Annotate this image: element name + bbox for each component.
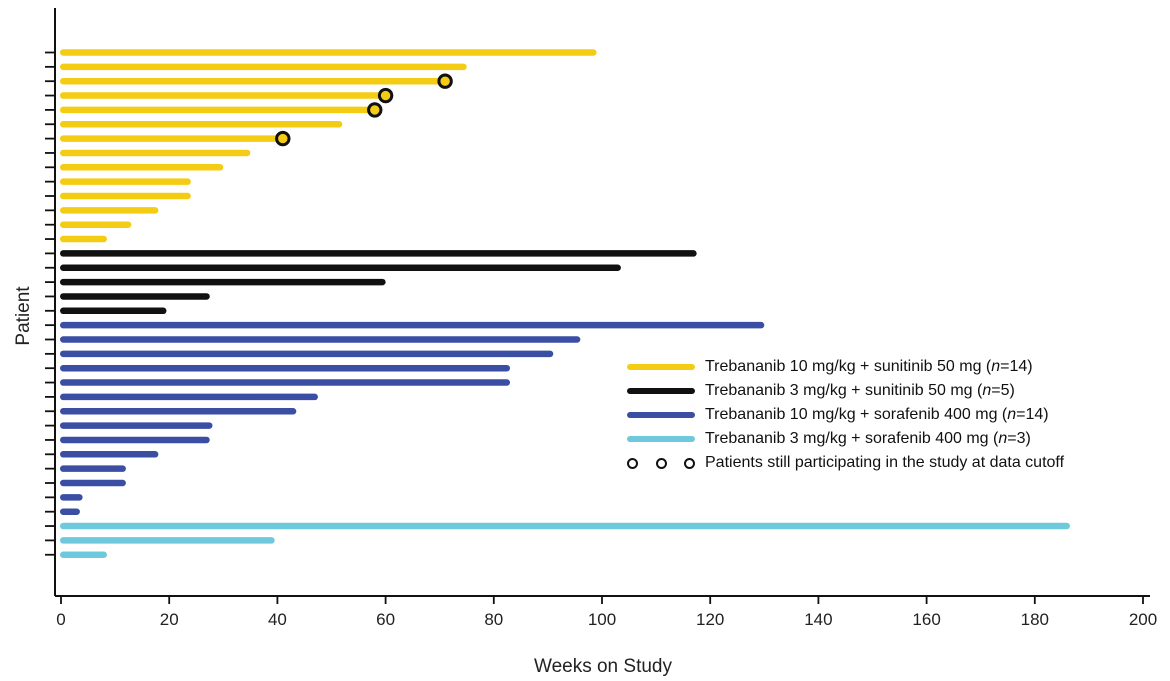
legend-item-series-3: Trebananib 10 mg/kg + sorafenib 400 mg (…	[627, 403, 1064, 427]
x-tick-label-40: 40	[268, 610, 287, 629]
legend-label-still-participating: Patients still participating in the stud…	[705, 454, 1065, 471]
bar-series-1-patient-4	[60, 92, 386, 99]
legend-label-series-2: Trebananib 3 mg/kg + sunitinib 50 mg (n=…	[705, 382, 1015, 399]
bar-series-4-patient-3	[60, 551, 107, 558]
bar-series-1-patient-2	[60, 63, 467, 71]
legend-item-series-4: Trebananib 3 mg/kg + sorafenib 400 mg (n…	[627, 427, 1064, 451]
bar-series-1-patient-10	[60, 178, 191, 185]
bar-series-2-patient-5	[60, 307, 167, 315]
legend-swatch-series-3	[627, 412, 695, 418]
still-participating-marker-3	[437, 73, 453, 89]
bar-series-1-patient-5	[60, 106, 375, 114]
bar-series-3-patient-1	[60, 321, 765, 329]
bar-series-4-patient-2	[60, 537, 275, 544]
x-tick-label-180: 180	[1021, 610, 1049, 629]
bar-series-1-patient-14	[60, 235, 107, 243]
bars-group	[60, 49, 1070, 558]
bar-series-3-patient-6	[60, 393, 318, 401]
still-participating-marker-5	[367, 102, 383, 118]
bar-series-3-patient-13	[60, 494, 83, 501]
legend-item-series-2: Trebananib 3 mg/kg + sunitinib 50 mg (n=…	[627, 379, 1064, 403]
x-tick-label-0: 0	[56, 610, 65, 629]
x-tick-label-140: 140	[804, 610, 832, 629]
bar-series-1-patient-1	[60, 49, 597, 56]
bar-series-1-patient-3	[60, 77, 446, 85]
bar-series-3-patient-3	[60, 350, 554, 358]
legend-swatch-series-4	[627, 436, 695, 442]
legend-label-series-4: Trebananib 3 mg/kg + sorafenib 400 mg (n…	[705, 430, 1031, 447]
legend-item-series-1: Trebananib 10 mg/kg + sunitinib 50 mg (n…	[627, 355, 1064, 379]
legend-label-series-3: Trebananib 10 mg/kg + sorafenib 400 mg (…	[705, 406, 1049, 423]
bar-series-1-patient-12	[60, 207, 159, 214]
x-tick-label-80: 80	[484, 610, 503, 629]
still-participating-marker-7	[275, 130, 291, 147]
legend-swatch-series-2	[627, 388, 695, 394]
bar-series-1-patient-13	[60, 221, 132, 228]
bar-series-4-patient-1	[60, 522, 1070, 530]
y-axis-ticks	[45, 51, 55, 556]
x-tick-label-100: 100	[588, 610, 616, 629]
bar-series-3-patient-11	[60, 465, 126, 472]
bar-series-3-patient-12	[60, 479, 126, 487]
bar-series-3-patient-7	[60, 408, 297, 415]
bar-series-1-patient-7	[60, 135, 283, 142]
bar-series-3-patient-14	[60, 508, 80, 515]
bar-series-3-patient-8	[60, 422, 213, 429]
x-axis-ticks: 0 20 40 60 80 100 120 140 160 180 200	[56, 596, 1157, 629]
bar-series-3-patient-4	[60, 364, 511, 372]
legend-item-still-participating: Patients still participating in the stud…	[627, 451, 1064, 475]
x-tick-label-160: 160	[912, 610, 940, 629]
bar-series-3-patient-2	[60, 336, 581, 343]
bar-series-3-patient-9	[60, 436, 210, 444]
bar-series-3-patient-5	[60, 379, 511, 386]
y-axis-title: Patient	[13, 286, 34, 346]
bar-series-1-patient-9	[60, 164, 224, 171]
bar-series-1-patient-11	[60, 192, 191, 200]
x-tick-label-60: 60	[376, 610, 395, 629]
bar-series-2-patient-4	[60, 293, 210, 300]
bar-series-2-patient-2	[60, 264, 621, 271]
bar-series-1-patient-6	[60, 121, 343, 128]
still-participating-marker-4	[377, 87, 394, 104]
x-tick-label-200: 200	[1129, 610, 1157, 629]
legend: Trebananib 10 mg/kg + sunitinib 50 mg (n…	[627, 355, 1064, 475]
bar-series-2-patient-1	[60, 250, 697, 257]
x-tick-label-20: 20	[160, 610, 179, 629]
x-tick-label-120: 120	[696, 610, 724, 629]
bar-series-1-patient-8	[60, 149, 251, 157]
legend-marker-icons	[627, 457, 695, 469]
bar-series-3-patient-10	[60, 451, 159, 458]
legend-swatch-series-1	[627, 364, 695, 370]
legend-label-series-1: Trebananib 10 mg/kg + sunitinib 50 mg (n…	[705, 358, 1033, 375]
markers-group	[275, 73, 453, 147]
bar-series-2-patient-3	[60, 278, 386, 286]
x-axis-title: Weeks on Study	[534, 656, 673, 677]
